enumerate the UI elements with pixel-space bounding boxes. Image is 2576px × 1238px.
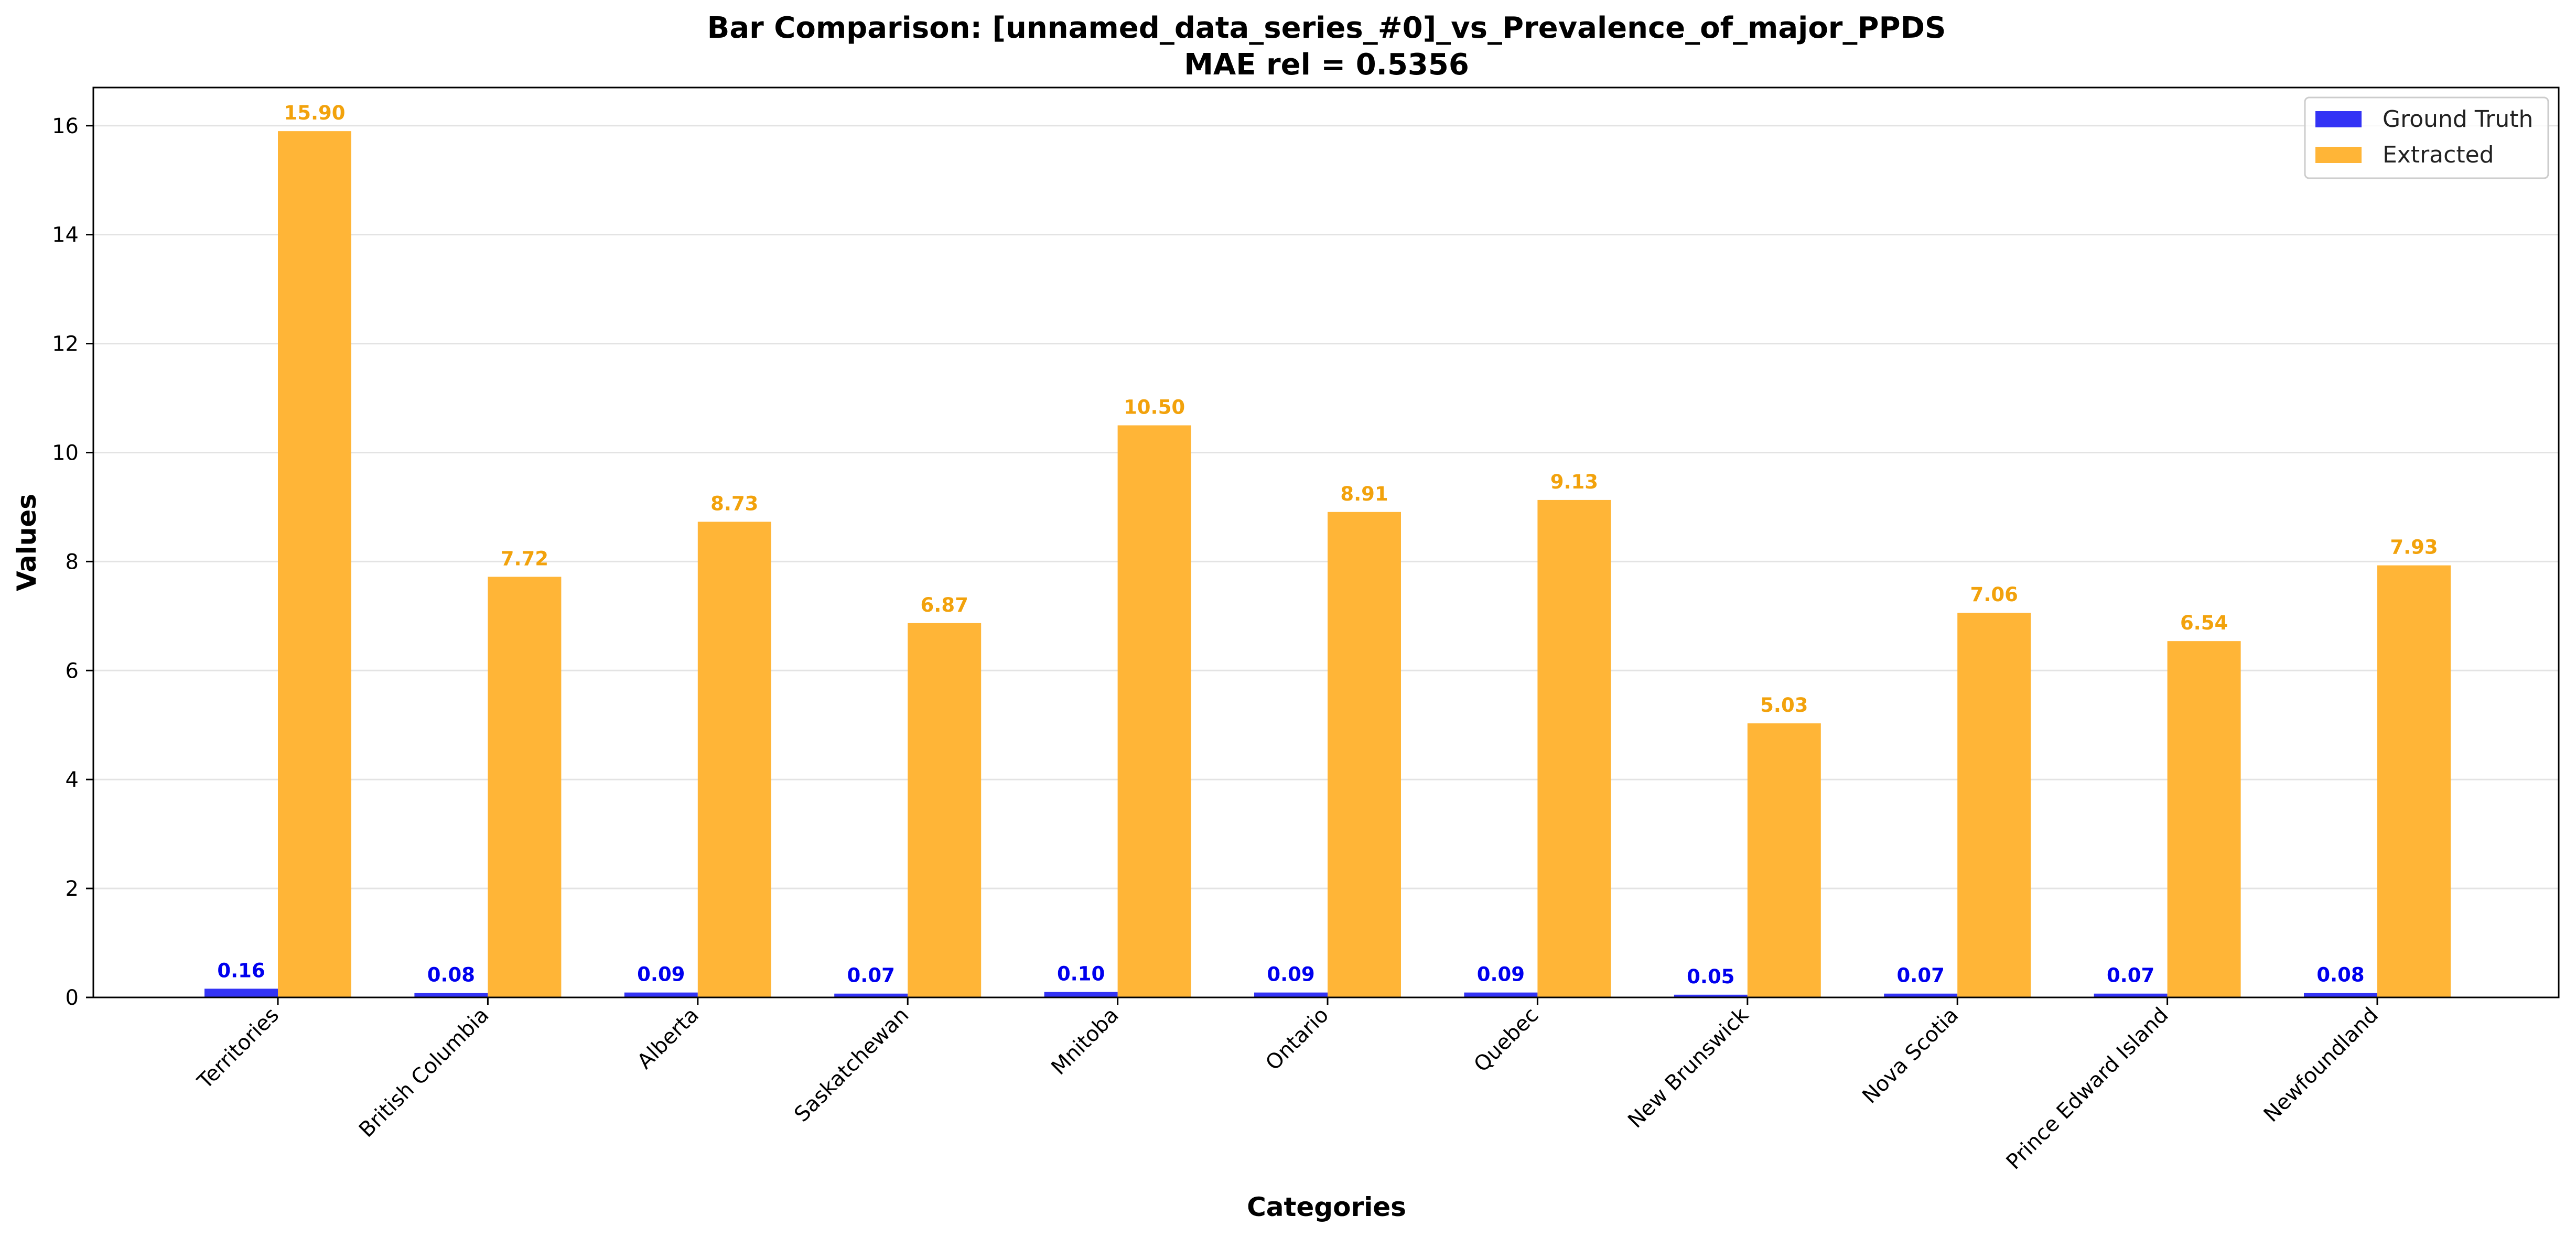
bar-value-label-extracted: 15.90: [284, 102, 345, 124]
bar-value-label-ground-truth: 0.07: [847, 964, 895, 987]
bar-ground-truth: [1464, 992, 1538, 997]
bar-ground-truth: [414, 993, 488, 997]
bar-ground-truth: [2304, 993, 2377, 997]
y-tick-label: 6: [66, 659, 79, 683]
bar-ground-truth: [624, 992, 698, 997]
y-axis-label: Values: [12, 494, 42, 591]
legend-swatch-ground-truth: [2315, 111, 2362, 127]
legend-swatch-extracted: [2315, 147, 2362, 163]
bar-extracted: [2167, 641, 2241, 997]
bar-extracted: [1117, 425, 1191, 998]
bar-value-label-extracted: 10.50: [1124, 396, 1185, 419]
x-axis-label: Categories: [1247, 1192, 1406, 1222]
y-tick-label: 8: [66, 550, 79, 574]
legend-label-ground-truth: Ground Truth: [2383, 106, 2533, 133]
bar-value-label-ground-truth: 0.09: [1477, 963, 1525, 986]
chart-title-line-1: Bar Comparison: [unnamed_data_series_#0]…: [707, 11, 1946, 45]
bar-value-label-extracted: 6.54: [2180, 612, 2228, 634]
bar-value-label-ground-truth: 0.10: [1057, 963, 1105, 985]
bar-extracted: [1328, 512, 1401, 997]
bar-value-label-ground-truth: 0.07: [1897, 964, 1945, 987]
bar-value-label-extracted: 7.72: [501, 547, 548, 570]
chart-title-line-2: MAE rel = 0.5356: [1184, 48, 1469, 82]
y-tick-label: 10: [52, 441, 79, 465]
bar-value-label-extracted: 8.73: [710, 492, 758, 515]
bar-value-label-extracted: 5.03: [1760, 694, 1808, 716]
bar-ground-truth: [204, 989, 278, 997]
bar-extracted: [2377, 565, 2451, 997]
plot-frame: [92, 86, 2560, 998]
bar-ground-truth: [1884, 993, 1958, 997]
bar-value-label-ground-truth: 0.07: [2107, 964, 2154, 987]
bar-ground-truth: [1674, 994, 1748, 997]
bar-value-label-extracted: 7.93: [2390, 536, 2438, 559]
bar-value-label-ground-truth: 0.08: [2316, 964, 2364, 986]
bar-extracted: [1747, 723, 1821, 997]
y-tick-label: 14: [52, 223, 79, 247]
bar-extracted: [1957, 613, 2031, 997]
y-tick-label: 4: [66, 768, 79, 792]
bar-extracted: [1537, 499, 1611, 997]
bar-ground-truth: [1044, 992, 1118, 997]
bar-extracted: [488, 577, 562, 997]
y-tick-label: 12: [52, 332, 79, 356]
bar-value-label-extracted: 6.87: [921, 594, 968, 616]
bar-ground-truth: [834, 993, 908, 997]
y-tick-label: 0: [66, 986, 79, 1010]
bar-ground-truth: [1254, 992, 1328, 997]
bar-value-label-ground-truth: 0.09: [637, 963, 685, 986]
bar-value-label-extracted: 7.06: [1970, 583, 2018, 606]
bar-value-label-ground-truth: 0.09: [1267, 963, 1314, 986]
bar-value-label-ground-truth: 0.08: [427, 964, 475, 986]
bar-value-label-ground-truth: 0.16: [217, 959, 265, 982]
bar-value-labels: 0.16 0.08 0.09 0.07 0.10 0.09 0.09 0.05 0.07 0.07…: [217, 102, 2438, 988]
bar-ground-truth: [2094, 993, 2168, 997]
y-tick-label: 2: [66, 877, 79, 901]
bar-extracted: [908, 623, 982, 997]
bar-value-label-ground-truth: 0.05: [1687, 965, 1734, 988]
y-tick-label: 16: [52, 114, 79, 138]
bar-extracted: [278, 131, 351, 998]
bar-value-label-extracted: 8.91: [1340, 483, 1388, 505]
bars: [204, 131, 2451, 998]
legend-box: [2304, 96, 2549, 179]
legend: Ground Truth Extracted: [2304, 96, 2549, 179]
bar-value-label-extracted: 9.13: [1550, 471, 1598, 493]
y-axis: 0 2 4 6 8 10 12 14 16: [52, 114, 93, 1010]
legend-label-extracted: Extracted: [2383, 142, 2494, 168]
bar-extracted: [697, 522, 771, 997]
